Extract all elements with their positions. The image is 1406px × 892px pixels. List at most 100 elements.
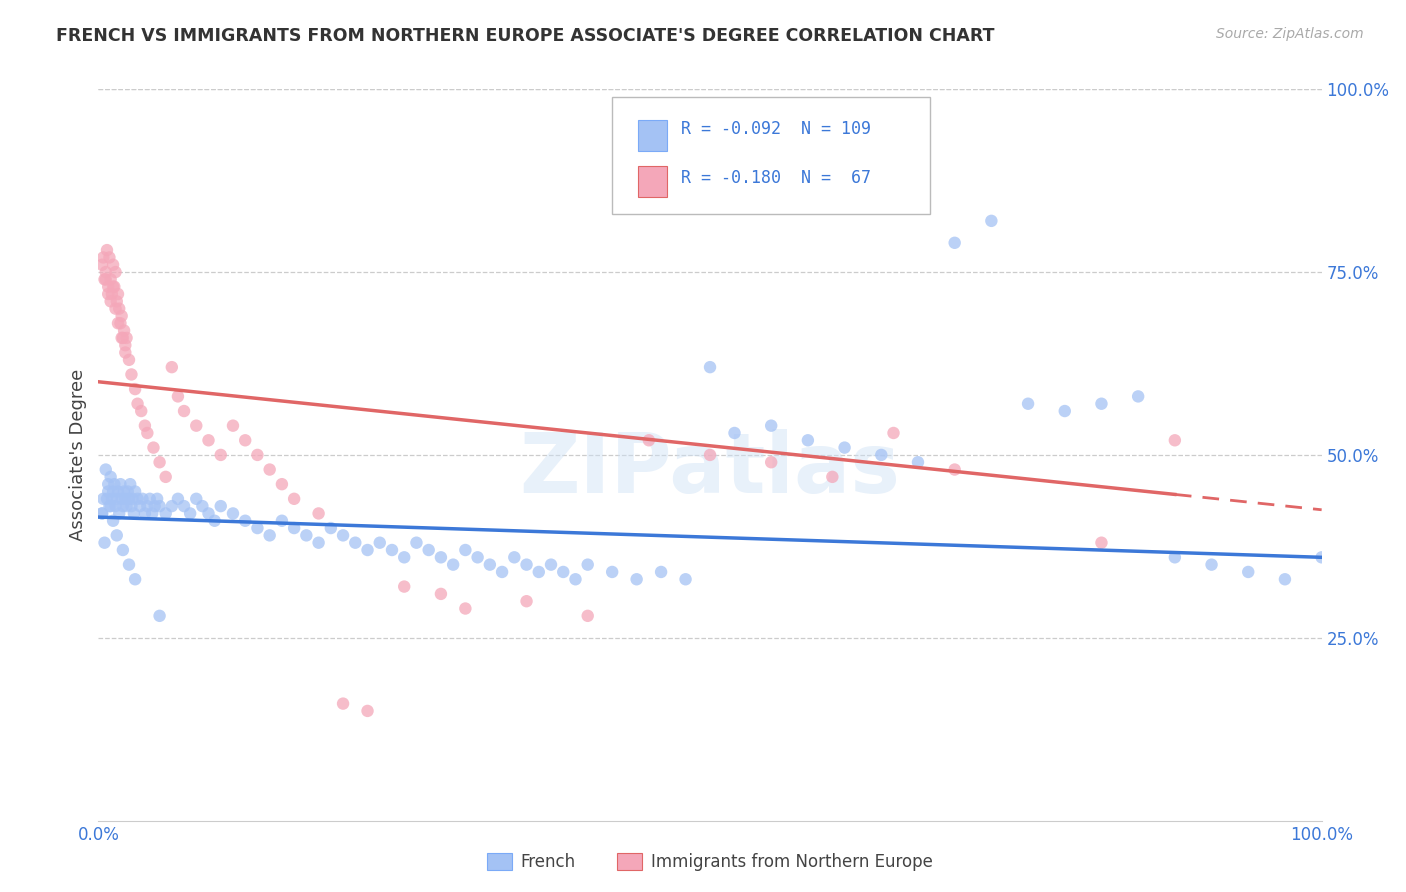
Point xyxy=(134,418,156,433)
Point xyxy=(141,507,163,521)
Point xyxy=(283,491,305,506)
Point xyxy=(101,287,124,301)
Point xyxy=(91,507,114,521)
Text: ZIPatlas: ZIPatlas xyxy=(520,429,900,510)
Point xyxy=(149,499,172,513)
Point xyxy=(540,558,562,572)
Point xyxy=(155,507,177,521)
Point xyxy=(761,455,783,469)
Point xyxy=(430,587,453,601)
Point xyxy=(356,704,378,718)
Text: FRENCH VS IMMIGRANTS FROM NORTHERN EUROPE ASSOCIATE'S DEGREE CORRELATION CHART: FRENCH VS IMMIGRANTS FROM NORTHERN EUROP… xyxy=(56,27,994,45)
Point xyxy=(418,543,440,558)
Point xyxy=(103,477,125,491)
Point xyxy=(834,441,856,455)
Point xyxy=(101,514,124,528)
Point xyxy=(259,528,281,542)
Point xyxy=(122,507,145,521)
Point xyxy=(699,448,721,462)
Point xyxy=(112,324,135,338)
FancyBboxPatch shape xyxy=(612,96,931,213)
Point xyxy=(97,287,120,301)
Point xyxy=(94,272,117,286)
Point xyxy=(101,484,124,499)
Point xyxy=(91,491,114,506)
Point xyxy=(209,499,232,513)
Point xyxy=(111,309,134,323)
Point xyxy=(121,491,143,506)
Point xyxy=(883,425,905,440)
Point xyxy=(110,316,132,330)
Point xyxy=(107,484,129,499)
Point xyxy=(197,507,219,521)
Point xyxy=(191,499,214,513)
Point xyxy=(173,404,195,418)
Point xyxy=(104,499,127,513)
Point xyxy=(1237,565,1260,579)
Point xyxy=(101,258,124,272)
Point xyxy=(120,368,142,382)
Point xyxy=(233,434,256,448)
Legend: French, Immigrants from Northern Europe: French, Immigrants from Northern Europe xyxy=(481,847,939,878)
Point xyxy=(139,491,162,506)
Point xyxy=(980,214,1002,228)
Point xyxy=(142,441,165,455)
Point xyxy=(129,404,152,418)
Point xyxy=(97,477,120,491)
Point xyxy=(91,507,114,521)
Point xyxy=(107,316,129,330)
Point xyxy=(675,572,697,586)
Point xyxy=(515,594,537,608)
Point xyxy=(332,528,354,542)
Point xyxy=(943,462,966,476)
Point xyxy=(108,507,131,521)
Point xyxy=(381,543,404,558)
Point xyxy=(204,514,226,528)
Point xyxy=(600,565,623,579)
Point xyxy=(259,462,281,476)
Point xyxy=(197,434,219,448)
Point xyxy=(332,697,354,711)
Point xyxy=(124,572,146,586)
Point xyxy=(246,521,269,535)
Point xyxy=(392,550,416,565)
Point xyxy=(105,491,128,506)
Point xyxy=(650,565,672,579)
Point xyxy=(120,477,142,491)
Y-axis label: Associate's Degree: Associate's Degree xyxy=(69,368,87,541)
Point xyxy=(136,499,159,513)
Point xyxy=(368,535,391,549)
Point xyxy=(1090,535,1112,549)
Point xyxy=(127,491,149,506)
Text: R = -0.180  N =  67: R = -0.180 N = 67 xyxy=(681,169,870,186)
Point xyxy=(515,558,537,572)
Point xyxy=(149,608,172,623)
Point xyxy=(222,418,245,433)
Point xyxy=(98,499,121,513)
Point xyxy=(1164,550,1187,565)
Point xyxy=(105,528,128,542)
Point xyxy=(527,565,550,579)
Point xyxy=(160,499,183,513)
Point xyxy=(100,470,122,484)
Point xyxy=(405,535,427,549)
Point xyxy=(91,251,114,265)
Point xyxy=(100,294,122,309)
Point xyxy=(91,258,114,272)
Point xyxy=(98,251,121,265)
Point xyxy=(907,455,929,469)
Point xyxy=(186,491,208,506)
Point xyxy=(430,550,453,565)
Point xyxy=(93,535,115,549)
Point xyxy=(233,514,256,528)
Point xyxy=(1053,404,1076,418)
Point xyxy=(120,499,142,513)
Point xyxy=(186,418,208,433)
Point xyxy=(308,507,330,521)
Point xyxy=(173,499,195,513)
Text: Source: ZipAtlas.com: Source: ZipAtlas.com xyxy=(1216,27,1364,41)
Point xyxy=(101,491,124,506)
FancyBboxPatch shape xyxy=(638,120,668,151)
Point xyxy=(155,470,177,484)
Point xyxy=(117,484,139,499)
